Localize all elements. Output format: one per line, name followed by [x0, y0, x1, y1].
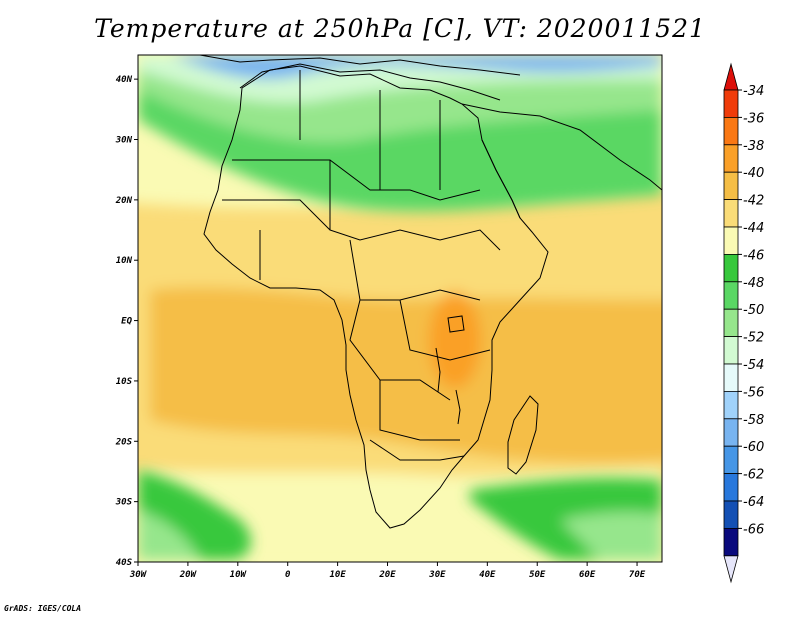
- colorbar-swatch: [723, 336, 739, 365]
- lat-tick-label: 20S: [115, 437, 133, 447]
- colorbar-swatch: [723, 473, 739, 502]
- colorbar-swatch: [723, 253, 739, 283]
- coastlines-and-borders: [199, 55, 662, 529]
- africa-coastline: [203, 65, 549, 529]
- colorbar-label: -66: [743, 522, 764, 537]
- colorbar-swatch: [723, 171, 739, 200]
- colorbar-label: -34: [743, 84, 764, 99]
- colorbar-label: -62: [743, 468, 764, 483]
- lon-tick-label: 0: [285, 570, 291, 580]
- colorbar-label: -64: [743, 495, 764, 510]
- colorbar-swatch: [723, 281, 739, 310]
- colorbar-label: -36: [743, 111, 764, 126]
- colorbar-top-triangle: [723, 62, 739, 91]
- mediterranean-coast: [239, 63, 501, 101]
- colorbar-label: -58: [743, 413, 764, 428]
- colorbar-swatch: [723, 390, 739, 420]
- colorbar-label: -46: [743, 248, 764, 263]
- colorbar-swatch: [723, 144, 739, 173]
- colorbar-label: -42: [743, 194, 764, 209]
- lake-malawi: [455, 389, 461, 425]
- lat-tick-label: 10N: [116, 256, 133, 266]
- colorbar-swatch: [723, 418, 739, 447]
- field-minus48-south-west: [138, 510, 200, 560]
- colorbar-label: -52: [743, 331, 764, 346]
- colorbar-bottom-triangle: [723, 555, 739, 584]
- colorbar-legend: -34 -36 -38 -40 -42 -44 -46 -48 -50 -52 -54 -56 -58 -…: [723, 62, 764, 584]
- temperature-field: [138, 55, 662, 562]
- europe-coast: [199, 55, 521, 76]
- lon-tick-label: 50E: [529, 570, 546, 580]
- colorbar-label: -60: [743, 440, 764, 455]
- lon-tick-label: 10E: [329, 570, 346, 580]
- colorbar-swatch: [723, 500, 739, 529]
- lon-tick-label: 20E: [378, 570, 396, 580]
- lat-tick-label: 10S: [116, 377, 133, 387]
- map-title: Temperature at 250hPa [C], VT: 202001152…: [94, 14, 706, 43]
- border-lines: [222, 70, 501, 461]
- longitude-axis: 30W 20W 10W 0 10E 20E 30E 40E 50E 60E 70E: [129, 562, 646, 580]
- colorbar-label: -40: [743, 166, 764, 181]
- latitude-axis: 40N 30N 20N 10N EQ 10S 20S 30S 40S: [115, 75, 138, 568]
- madagascar-coastline: [507, 395, 539, 475]
- colorbar-swatch: [723, 89, 739, 118]
- colorbar-label: -38: [743, 139, 764, 154]
- lat-tick-label: EQ: [121, 317, 132, 327]
- field-minus38-a: [429, 292, 481, 388]
- colorbar-label: -48: [743, 276, 764, 291]
- grads-credit: GrADS: IGES/COLA: [4, 604, 82, 613]
- lon-tick-label: 70E: [629, 570, 646, 580]
- lat-tick-label: 40S: [116, 558, 133, 568]
- field-minus48-south-east: [560, 511, 662, 560]
- lat-tick-label: 30N: [115, 136, 133, 146]
- field-minus56-north: [170, 55, 662, 79]
- lon-tick-label: 60E: [579, 570, 596, 580]
- lat-tick-label: 40N: [116, 75, 133, 85]
- colorbar-swatch: [723, 226, 739, 255]
- colorbar-swatch: [723, 117, 739, 146]
- colorbar-swatch: [723, 308, 739, 338]
- field-minus40: [150, 287, 662, 464]
- colorbar-label: -56: [743, 385, 764, 400]
- red-sea-coast: [481, 139, 521, 219]
- colorbar-swatch: [723, 199, 739, 228]
- map-frame: [137, 54, 663, 563]
- lake-victoria: [447, 315, 465, 333]
- lon-tick-label: 30E: [428, 570, 446, 580]
- lon-tick-label: 30W: [129, 570, 148, 580]
- colorbar-swatch: [723, 528, 739, 557]
- colorbar-label: -50: [743, 303, 764, 318]
- lon-tick-label: 20W: [179, 570, 198, 580]
- colorbar-label: -54: [743, 358, 764, 373]
- lon-tick-label: 40E: [479, 570, 496, 580]
- lat-tick-label: 20N: [115, 196, 133, 206]
- colorbar-label: -44: [743, 221, 764, 236]
- lat-tick-label: 30S: [115, 498, 133, 508]
- colorbar-swatch: [723, 363, 739, 392]
- lon-tick-label: 10W: [230, 570, 248, 580]
- arabia-coastline: [461, 103, 662, 191]
- colorbar-swatch: [723, 445, 739, 475]
- lake-tanganyika: [435, 347, 441, 393]
